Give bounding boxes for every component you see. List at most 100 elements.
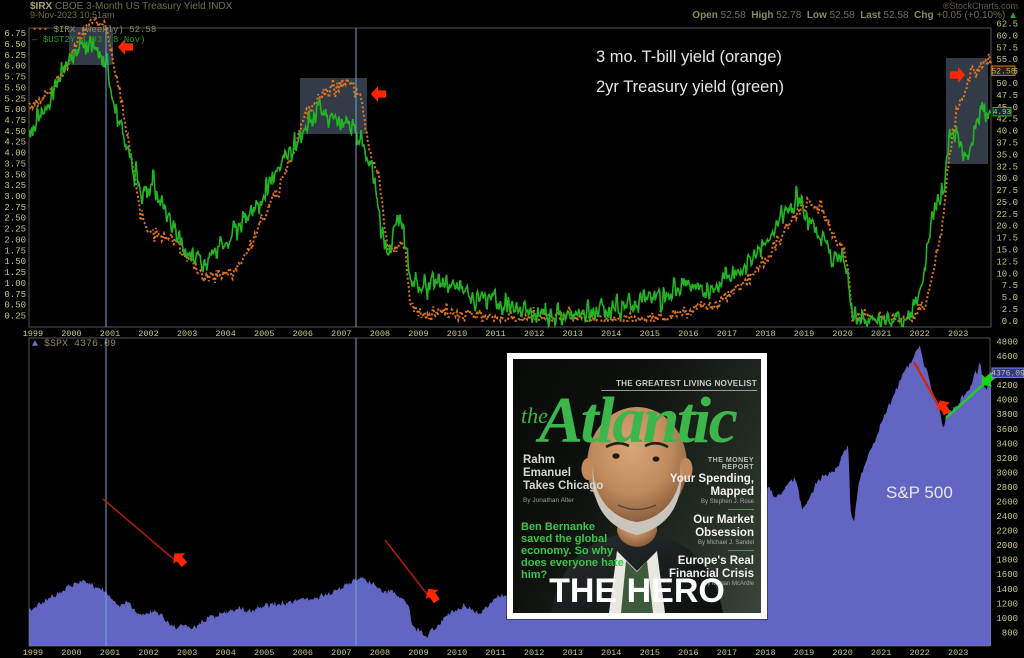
svg-text:2800: 2800 <box>996 483 1018 493</box>
svg-text:30.0: 30.0 <box>996 174 1018 184</box>
svg-text:2017: 2017 <box>717 648 737 658</box>
svg-text:2007: 2007 <box>331 329 351 339</box>
svg-text:2018: 2018 <box>755 329 775 339</box>
svg-text:1600: 1600 <box>996 570 1018 580</box>
svg-text:2015: 2015 <box>640 648 660 658</box>
svg-text:55.0: 55.0 <box>996 55 1018 65</box>
svg-text:2013: 2013 <box>562 648 582 658</box>
svg-text:2200: 2200 <box>996 527 1018 537</box>
svg-text:2013: 2013 <box>562 329 582 339</box>
svg-text:57.5: 57.5 <box>996 43 1018 53</box>
svg-text:2022: 2022 <box>909 329 929 339</box>
svg-text:47.5: 47.5 <box>996 91 1018 101</box>
svg-text:4600: 4600 <box>996 352 1018 362</box>
svg-text:2006: 2006 <box>293 329 313 339</box>
svg-text:2008: 2008 <box>370 329 390 339</box>
svg-text:1.00: 1.00 <box>4 279 26 289</box>
svg-text:0.75: 0.75 <box>4 290 26 300</box>
svg-text:2014: 2014 <box>601 329 621 339</box>
svg-text:2010: 2010 <box>447 648 467 658</box>
svg-text:3.00: 3.00 <box>4 192 26 202</box>
svg-text:1.75: 1.75 <box>4 246 26 256</box>
svg-text:6.75: 6.75 <box>4 29 26 39</box>
svg-text:40.0: 40.0 <box>996 127 1018 137</box>
svg-text:2017: 2017 <box>717 329 737 339</box>
svg-text:2005: 2005 <box>254 329 274 339</box>
svg-text:2.50: 2.50 <box>4 214 26 224</box>
svg-text:6.25: 6.25 <box>4 51 26 61</box>
svg-text:2020: 2020 <box>832 648 852 658</box>
svg-text:2009: 2009 <box>408 648 428 658</box>
svg-text:2014: 2014 <box>601 648 621 658</box>
svg-text:2001: 2001 <box>100 329 120 339</box>
svg-text:60.0: 60.0 <box>996 31 1018 41</box>
svg-text:1000: 1000 <box>996 614 1018 624</box>
svg-text:2006: 2006 <box>293 648 313 658</box>
svg-text:5.25: 5.25 <box>4 94 26 104</box>
svg-text:2000: 2000 <box>61 648 81 658</box>
svg-text:2002: 2002 <box>138 329 158 339</box>
svg-text:2003: 2003 <box>177 648 197 658</box>
svg-text:3600: 3600 <box>996 425 1018 435</box>
svg-text:3.25: 3.25 <box>4 181 26 191</box>
svg-text:5.0: 5.0 <box>1002 293 1018 303</box>
svg-text:2003: 2003 <box>177 329 197 339</box>
svg-text:2012: 2012 <box>524 329 544 339</box>
svg-text:2005: 2005 <box>254 648 274 658</box>
svg-text:6.50: 6.50 <box>4 40 26 50</box>
svg-text:32.5: 32.5 <box>996 162 1018 172</box>
svg-text:4000: 4000 <box>996 396 1018 406</box>
svg-text:3000: 3000 <box>996 468 1018 478</box>
svg-text:2019: 2019 <box>794 648 814 658</box>
svg-text:3200: 3200 <box>996 454 1018 464</box>
svg-text:2019: 2019 <box>794 329 814 339</box>
svg-text:0.25: 0.25 <box>4 312 26 322</box>
svg-text:2010: 2010 <box>447 329 467 339</box>
svg-text:2400: 2400 <box>996 512 1018 522</box>
svg-text:1.50: 1.50 <box>4 257 26 267</box>
svg-text:2600: 2600 <box>996 498 1018 508</box>
svg-text:4800: 4800 <box>996 338 1018 348</box>
svg-text:2004: 2004 <box>215 329 235 339</box>
svg-text:2007: 2007 <box>331 648 351 658</box>
svg-text:800: 800 <box>1002 628 1018 638</box>
svg-text:2021: 2021 <box>871 648 891 658</box>
svg-text:2020: 2020 <box>832 329 852 339</box>
svg-text:3.75: 3.75 <box>4 159 26 169</box>
svg-text:15.0: 15.0 <box>996 246 1018 256</box>
svg-text:10.0: 10.0 <box>996 269 1018 279</box>
svg-text:2012: 2012 <box>524 648 544 658</box>
svg-text:2009: 2009 <box>408 329 428 339</box>
svg-text:1999: 1999 <box>23 329 43 339</box>
svg-text:35.0: 35.0 <box>996 150 1018 160</box>
svg-text:2018: 2018 <box>755 648 775 658</box>
svg-text:2000: 2000 <box>61 329 81 339</box>
svg-text:2.00: 2.00 <box>4 236 26 246</box>
svg-text:4.93: 4.93 <box>993 109 1012 117</box>
svg-text:2.5: 2.5 <box>1002 305 1018 315</box>
svg-text:2023: 2023 <box>948 648 968 658</box>
svg-text:4.25: 4.25 <box>4 138 26 148</box>
svg-text:52.58: 52.58 <box>991 67 1015 76</box>
svg-text:1400: 1400 <box>996 585 1018 595</box>
svg-text:12.5: 12.5 <box>996 257 1018 267</box>
svg-text:0.50: 0.50 <box>4 301 26 311</box>
svg-text:2002: 2002 <box>138 648 158 658</box>
svg-text:2000: 2000 <box>996 541 1018 551</box>
svg-text:4.75: 4.75 <box>4 116 26 126</box>
svg-text:4.00: 4.00 <box>4 149 26 159</box>
svg-text:4376.09: 4376.09 <box>991 369 1024 378</box>
svg-text:2016: 2016 <box>678 648 698 658</box>
svg-text:4200: 4200 <box>996 381 1018 391</box>
svg-text:2011: 2011 <box>485 329 505 339</box>
svg-text:1200: 1200 <box>996 599 1018 609</box>
svg-text:5.75: 5.75 <box>4 73 26 83</box>
svg-text:62.5: 62.5 <box>996 20 1018 30</box>
svg-text:17.5: 17.5 <box>996 234 1018 244</box>
svg-text:25.0: 25.0 <box>996 198 1018 208</box>
svg-text:3800: 3800 <box>996 410 1018 420</box>
svg-text:5.00: 5.00 <box>4 105 26 115</box>
svg-text:7.5: 7.5 <box>1002 281 1018 291</box>
svg-text:2008: 2008 <box>370 648 390 658</box>
svg-text:2011: 2011 <box>485 648 505 658</box>
